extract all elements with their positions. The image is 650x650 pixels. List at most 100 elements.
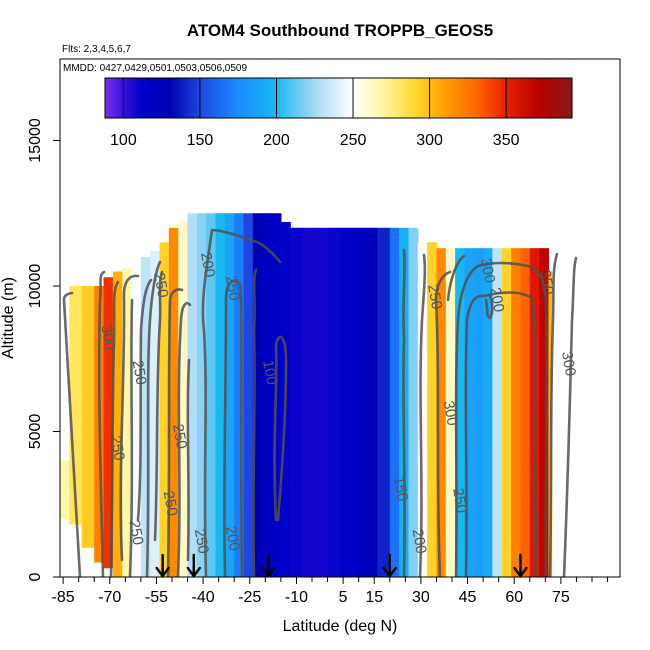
contour-line xyxy=(176,301,192,577)
x-tick-label: -70 xyxy=(98,589,121,606)
colorbar-tick-label: 350 xyxy=(493,132,520,149)
heatmap-cell xyxy=(455,248,466,577)
contour-label: 100 xyxy=(259,359,280,387)
y-tick-label: 0 xyxy=(27,572,44,581)
x-tick-label: 75 xyxy=(552,589,570,606)
heatmap-cell xyxy=(140,256,151,577)
x-tick-label: -85 xyxy=(52,589,75,606)
contour-line xyxy=(166,288,184,577)
x-tick-label: 15 xyxy=(365,589,383,606)
heatmap-cell xyxy=(445,248,456,577)
contour-label: 250 xyxy=(449,487,470,515)
x-tick-label: 45 xyxy=(459,589,477,606)
x-tick-label: 30 xyxy=(412,589,430,606)
contour-label: 250 xyxy=(169,423,190,451)
contour-label: 200 xyxy=(197,251,218,279)
x-tick-label: -25 xyxy=(238,589,261,606)
heatmap-cell xyxy=(234,213,245,577)
contour-line xyxy=(418,253,427,577)
flight-marker-arrow-icon xyxy=(155,553,170,578)
contour-line xyxy=(119,274,140,562)
contour-line xyxy=(273,335,288,522)
heatmap-cell xyxy=(473,248,484,577)
x-tick-label: 5 xyxy=(339,589,348,606)
heatmap-cell xyxy=(81,285,95,548)
contour-line xyxy=(62,291,82,577)
contour-label: 300 xyxy=(440,399,461,427)
contour-line xyxy=(252,268,258,577)
contour-line xyxy=(186,358,191,562)
contour-label: 200 xyxy=(409,527,430,555)
x-axis: -85 -70 -55 -40 -25 -10 5 15 30 45 60 75 xyxy=(52,577,609,606)
heatmap-cell xyxy=(243,213,254,577)
colorbar: 100 150 200 250 300 350 xyxy=(104,77,573,149)
contour-label: 200 xyxy=(486,286,507,314)
heatmap-cell xyxy=(417,242,428,577)
heatmap-cell xyxy=(103,277,114,569)
heatmap-cell xyxy=(408,227,419,577)
x-tick-label: -55 xyxy=(145,589,168,606)
heatmap-cell xyxy=(150,251,161,577)
contour-line xyxy=(484,294,494,320)
heatmap-cell xyxy=(196,213,207,577)
heatmap-cell xyxy=(436,248,447,577)
colorbar-tick-label: 100 xyxy=(110,132,137,149)
heatmap-cell xyxy=(483,248,494,577)
heatmap-cell xyxy=(377,227,391,577)
y-tick-label: 5000 xyxy=(27,414,44,450)
x-tick-label: 60 xyxy=(505,589,523,606)
heatmap-cell xyxy=(492,248,503,577)
contour-line xyxy=(464,291,538,577)
y-tick-label: 15000 xyxy=(27,118,44,163)
contour-line xyxy=(454,261,548,577)
flight-marker-arrow-icon xyxy=(261,553,276,578)
y-axis: 0 5000 10000 15000 xyxy=(27,118,60,581)
heatmap-cell xyxy=(364,227,378,577)
heatmap-cell xyxy=(352,227,366,577)
contour-line xyxy=(201,228,282,577)
heatmap-cell xyxy=(539,248,550,577)
colorbar-tick-label: 200 xyxy=(263,132,290,149)
flight-marker-arrow-icon xyxy=(382,553,397,578)
contour-line xyxy=(562,256,578,577)
heatmap-cell xyxy=(168,227,179,577)
flight-markers xyxy=(155,553,528,578)
contour-line xyxy=(153,270,164,542)
heatmap-cell xyxy=(340,227,354,577)
contour-label: 150 xyxy=(390,475,411,503)
heatmap-cell xyxy=(215,213,226,577)
contour-line xyxy=(128,298,134,577)
heatmap-cell xyxy=(122,268,133,577)
colorbar-tick-label: 250 xyxy=(340,132,367,149)
heatmap-cell xyxy=(302,227,316,577)
contour-label: 250 xyxy=(125,519,146,547)
contour-label: 250 xyxy=(424,283,445,311)
contour-line xyxy=(446,254,466,302)
contour-label: 300 xyxy=(97,324,118,352)
heatmap-cell xyxy=(252,213,263,577)
contour-line xyxy=(402,248,406,577)
heatmap-cell xyxy=(520,248,531,577)
heatmap-cell xyxy=(290,227,304,577)
heatmap-cell xyxy=(224,213,235,577)
contour-line xyxy=(548,252,559,577)
contour-label: 250 xyxy=(150,271,171,299)
colorbar-tick-label: 150 xyxy=(187,132,214,149)
contour-lines xyxy=(62,228,578,577)
contour-label: 300 xyxy=(477,257,498,285)
contour-label: 250 xyxy=(129,359,150,387)
heatmap-cell xyxy=(206,213,217,577)
heatmap-cell xyxy=(389,227,400,577)
chart-title: ATOM4 Southbound TROPPB_GEOS5 xyxy=(187,21,493,40)
heatmap-cell xyxy=(464,248,475,577)
contour-label: 350 xyxy=(536,268,557,296)
contour-line xyxy=(434,270,452,577)
dates-subtitle: MMDD: 0427,0429,0501,0503,0506,0509 xyxy=(63,63,247,74)
flight-marker-arrow-icon xyxy=(186,553,201,578)
colorbar-gradient xyxy=(104,77,573,119)
contour-line xyxy=(97,270,106,577)
contour-label: 250 xyxy=(160,490,181,518)
flights-subtitle: Flts: 2,3,4,5,6,7 xyxy=(62,44,131,55)
